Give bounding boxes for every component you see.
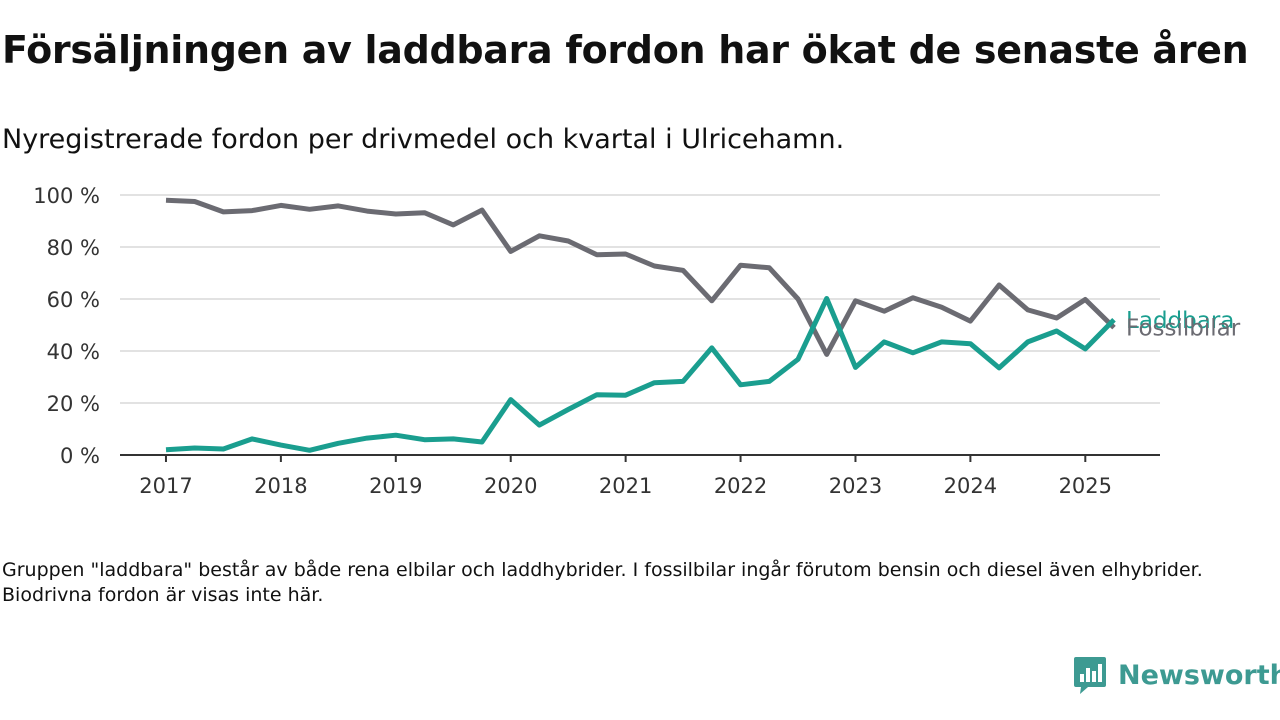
x-tick-label: 2025 xyxy=(1059,474,1112,498)
x-tick-label: 2024 xyxy=(944,474,997,498)
chart-title: Försäljningen av laddbara fordon har öka… xyxy=(2,28,1249,72)
y-tick-label: 40 % xyxy=(47,340,100,364)
series-lines xyxy=(165,197,1116,453)
x-tick-label: 2023 xyxy=(829,474,882,498)
x-tick-label: 2022 xyxy=(714,474,767,498)
newsworthy-logo-icon xyxy=(1074,657,1106,694)
chart-subtitle: Nyregistrerade fordon per drivmedel och … xyxy=(2,124,845,155)
x-axis: 2017 2018 2019 2020 2021 2022 2023 2024 2025 xyxy=(120,454,1160,498)
x-tick-label: 2017 xyxy=(139,474,192,498)
series-line-laddbara xyxy=(165,296,1116,453)
brand[interactable]: Newsworthy xyxy=(1072,655,1280,695)
y-tick-label: 0 % xyxy=(60,444,100,468)
series-line-fossilbilar xyxy=(165,197,1116,357)
footnote: Gruppen "laddbara" består av både rena e… xyxy=(2,559,1203,606)
brand-name: Newsworthy xyxy=(1118,659,1280,691)
x-tick-label: 2019 xyxy=(369,474,422,498)
y-tick-label: 100 % xyxy=(33,184,100,208)
x-tick-label: 2018 xyxy=(254,474,307,498)
y-tick-label: 80 % xyxy=(47,236,100,260)
x-tick-label: 2021 xyxy=(599,474,652,498)
series-label-fossilbilar: Fossilbilar xyxy=(1126,316,1241,342)
series-label-laddbara: Laddbara xyxy=(1126,308,1234,334)
line-chart: 2017 2018 2019 2020 2021 2022 2023 2024 2025 0 %… xyxy=(33,184,1241,498)
x-tick-label: 2020 xyxy=(484,474,537,498)
y-tick-label: 60 % xyxy=(47,288,100,312)
gridlines xyxy=(120,194,1160,404)
y-tick-label: 20 % xyxy=(47,392,100,416)
y-axis: 0 % 20 % 40 % 60 % 80 % 100 % xyxy=(33,184,100,468)
